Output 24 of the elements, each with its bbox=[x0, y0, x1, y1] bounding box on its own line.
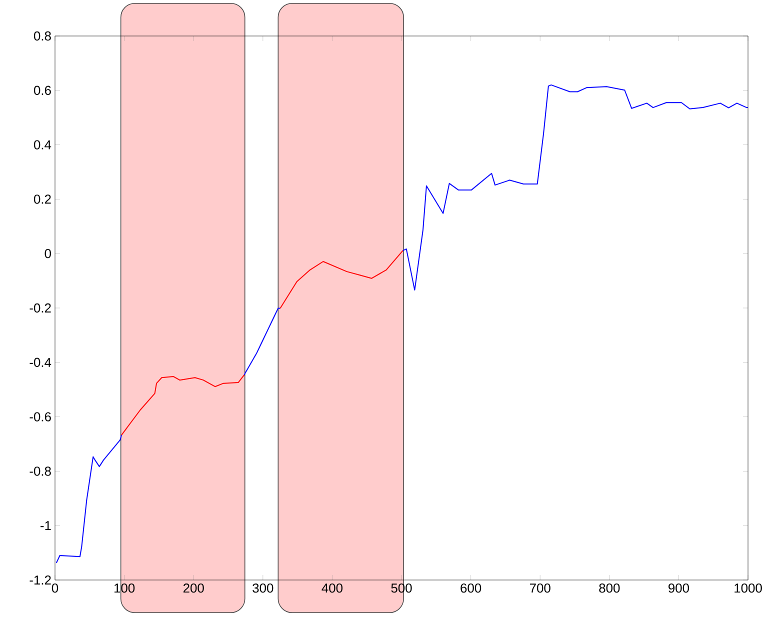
y-tick-label: 0 bbox=[44, 249, 51, 258]
x-tick-label: 300 bbox=[252, 584, 274, 593]
line-series bbox=[280, 250, 404, 309]
y-tick-label: -0.2 bbox=[30, 303, 51, 313]
y-tick-label: -1 bbox=[40, 521, 51, 530]
x-tick-label: 400 bbox=[322, 584, 343, 593]
line-series bbox=[56, 434, 122, 564]
y-tick-label: -0.8 bbox=[30, 466, 51, 476]
line-series bbox=[121, 374, 245, 436]
x-tick-label: 0 bbox=[52, 584, 58, 593]
x-tick-label: 1000 bbox=[734, 584, 762, 593]
x-tick-label: 600 bbox=[460, 584, 482, 593]
line-series bbox=[402, 84, 749, 291]
y-tick-label: -1.2 bbox=[30, 575, 51, 585]
y-tick-label: -0.6 bbox=[30, 412, 51, 422]
y-tick-label: -0.4 bbox=[30, 358, 52, 367]
x-tick-label: 900 bbox=[668, 584, 690, 593]
y-tick-label: 0.8 bbox=[34, 31, 51, 41]
y-tick-label: 0.6 bbox=[34, 86, 51, 95]
y-tick-label: 0.2 bbox=[34, 194, 51, 204]
y-tick-label: 0.4 bbox=[34, 140, 52, 150]
x-tick-label: 800 bbox=[599, 584, 620, 593]
x-tick-label: 700 bbox=[530, 584, 550, 593]
x-tick-label: 200 bbox=[183, 584, 204, 593]
